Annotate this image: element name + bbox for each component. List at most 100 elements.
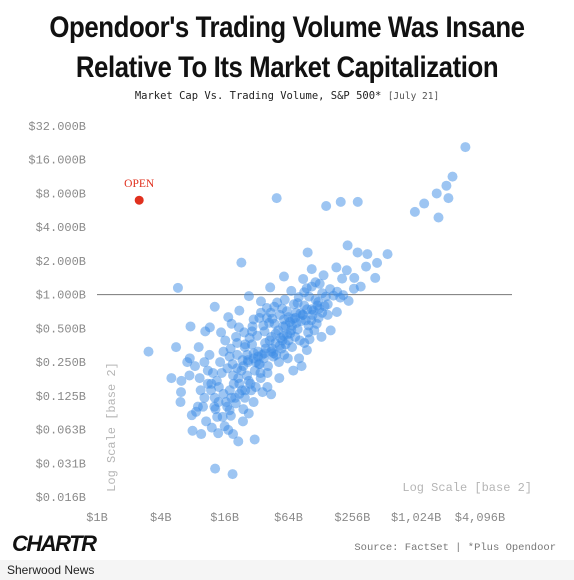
- scatter-point: [447, 171, 458, 182]
- scatter-chart: $32.000B $16.000B $8.000B $4.000B $2.000B $1.…: [28, 120, 532, 525]
- x-tick-label: $4B: [150, 511, 172, 525]
- scatter-point: [199, 357, 210, 368]
- x-axis-scale-label: Log Scale [base 2]: [402, 481, 532, 495]
- scatter-point: [352, 247, 363, 258]
- scatter-point: [232, 349, 243, 360]
- scatter-point: [216, 367, 227, 378]
- scatter-point: [227, 469, 238, 480]
- scatter-point: [294, 353, 305, 364]
- scatter-point: [282, 353, 293, 364]
- scatter-point: [238, 404, 249, 415]
- scatter-point: [314, 278, 325, 289]
- scatter-point: [221, 397, 232, 408]
- scatter-point: [218, 388, 229, 399]
- scatter-point: [255, 296, 266, 307]
- scatter-point: [294, 335, 305, 346]
- scatter-point: [247, 339, 258, 350]
- scatter-point: [349, 272, 360, 283]
- scatter-point: [306, 264, 317, 275]
- y-tick-label: $16.000B: [28, 154, 86, 168]
- x-tick-label: $16B: [210, 511, 239, 525]
- scatter-point: [362, 249, 373, 260]
- scatter-point: [262, 381, 273, 392]
- scatter-point: [321, 201, 332, 212]
- scatter-point: [225, 343, 236, 354]
- scatter-point: [325, 284, 336, 295]
- scatter-point: [204, 349, 215, 360]
- scatter-point: [325, 325, 336, 336]
- scatter-point: [187, 425, 198, 436]
- x-axis-ticks: $1B $4B $16B $64B $256B $1,024B $4,096B: [86, 511, 505, 525]
- scatter-point: [335, 196, 346, 207]
- chart-subtitle: Market Cap Vs. Trading Volume, S&P 500* …: [0, 90, 574, 102]
- scatter-point: [271, 193, 282, 204]
- scatter-point: [206, 422, 217, 433]
- scatter-point: [272, 297, 283, 308]
- scatter-point: [143, 346, 154, 357]
- scatter-point: [312, 300, 323, 311]
- scatter-point: [216, 327, 227, 338]
- scatter-point: [234, 305, 245, 316]
- y-tick-label: $0.500B: [36, 322, 86, 336]
- scatter-point: [200, 326, 211, 337]
- scatter-point: [198, 401, 209, 412]
- scatter-point: [286, 320, 297, 331]
- y-tick-label: $0.031B: [36, 457, 86, 471]
- scatter-point: [175, 397, 186, 408]
- scatter-point: [296, 361, 307, 372]
- chart-title-line-1: Opendoor's Trading Volume Was Insane: [49, 11, 525, 44]
- scatter-point: [191, 406, 202, 417]
- y-axis-scale-label: Log Scale [base 2]: [105, 362, 119, 492]
- scatter-point: [185, 321, 196, 332]
- scatter-point: [338, 290, 349, 301]
- scatter-point: [195, 385, 206, 396]
- y-tick-label: $1.000B: [36, 289, 86, 303]
- scatter-point: [361, 261, 372, 272]
- scatter-point: [264, 335, 275, 346]
- scatter-point: [274, 340, 285, 351]
- scatter-point: [243, 291, 254, 302]
- opendoor-label: OPEN: [124, 178, 155, 190]
- scatter-point: [309, 325, 320, 336]
- x-tick-label: $1,024B: [391, 511, 441, 525]
- scatter-point: [182, 357, 193, 368]
- scatter-point: [211, 375, 222, 386]
- scatter-point: [172, 282, 183, 293]
- scatter-point: [233, 436, 244, 447]
- scatter-point: [443, 193, 454, 204]
- scatter-point: [206, 385, 217, 396]
- y-tick-label: $0.063B: [36, 424, 86, 438]
- scatter-point: [223, 424, 234, 435]
- scatter-point: [237, 416, 248, 427]
- scatter-point: [220, 335, 231, 346]
- scatter-point: [441, 180, 452, 191]
- y-tick-label: $32.000B: [28, 120, 86, 134]
- scatter-point: [249, 434, 260, 445]
- scatter-point: [217, 411, 228, 422]
- x-tick-label: $256B: [334, 511, 370, 525]
- scatter-point: [209, 301, 220, 312]
- scatter-point: [306, 281, 317, 292]
- scatter-point: [370, 272, 381, 283]
- scatter-point: [254, 312, 265, 323]
- data-points: [143, 142, 471, 480]
- scatter-point: [299, 287, 310, 298]
- scatter-point: [337, 273, 348, 284]
- opendoor-point: [134, 195, 144, 205]
- scatter-point: [261, 302, 272, 313]
- scatter-point: [232, 338, 243, 349]
- scatter-point: [433, 212, 444, 223]
- x-tick-label: $1B: [86, 511, 108, 525]
- scatter-point: [316, 331, 327, 342]
- chartr-logo: CHARTR: [12, 531, 97, 557]
- scatter-point: [210, 463, 221, 474]
- scatter-point: [258, 320, 269, 331]
- x-tick-label: $4,096B: [455, 511, 505, 525]
- scatter-point: [431, 188, 442, 199]
- scatter-point: [184, 370, 195, 381]
- scatter-point: [240, 339, 251, 350]
- scatter-point: [286, 285, 297, 296]
- subtitle-text: Market Cap Vs. Trading Volume, S&P 500*: [134, 90, 382, 102]
- scatter-point: [409, 206, 420, 217]
- subtitle-date: [July 21]: [387, 91, 440, 102]
